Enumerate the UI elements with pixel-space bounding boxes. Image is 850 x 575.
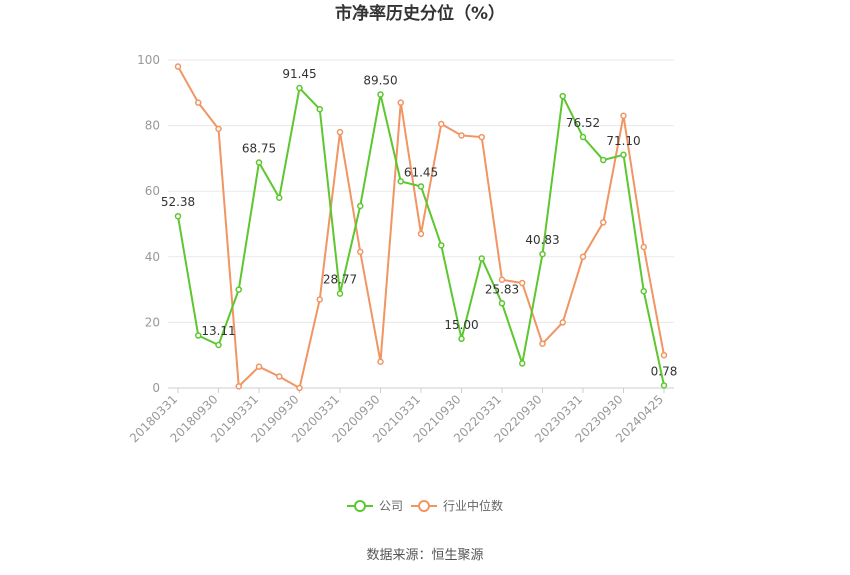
data-point[interactable] bbox=[377, 358, 384, 366]
y-axis: 0 20 40 60 80 100 bbox=[137, 53, 160, 395]
data-point[interactable] bbox=[235, 383, 242, 390]
data-label: 25.83 bbox=[485, 282, 519, 296]
data-point[interactable] bbox=[519, 279, 526, 287]
legend-marker-industry bbox=[418, 500, 430, 512]
data-point[interactable] bbox=[215, 341, 222, 349]
data-point[interactable] bbox=[174, 63, 182, 70]
data-point[interactable] bbox=[640, 287, 647, 295]
data-point[interactable] bbox=[478, 255, 485, 262]
data-point[interactable] bbox=[174, 212, 182, 220]
data-point[interactable] bbox=[377, 91, 384, 98]
data-point[interactable] bbox=[316, 296, 323, 303]
data-point[interactable] bbox=[357, 248, 364, 256]
data-labels: 52.38 13.11 68.75 91.45 28.77 89.50 61.45 15.00… bbox=[161, 67, 678, 378]
data-point[interactable] bbox=[438, 242, 445, 249]
data-point[interactable] bbox=[498, 300, 506, 307]
data-point[interactable] bbox=[579, 133, 587, 141]
data-point[interactable] bbox=[417, 230, 425, 238]
data-point[interactable] bbox=[336, 128, 344, 136]
legend-label-company: 公司 bbox=[379, 499, 403, 513]
data-label: 52.38 bbox=[161, 195, 195, 209]
data-point[interactable] bbox=[336, 290, 344, 297]
data-point[interactable] bbox=[276, 194, 283, 202]
x-axis: 2018033120180930201903312019093020200331… bbox=[127, 388, 666, 445]
data-point[interactable] bbox=[316, 105, 323, 113]
data-label: 76.52 bbox=[566, 116, 600, 130]
data-point[interactable] bbox=[255, 363, 263, 370]
data-point[interactable] bbox=[397, 99, 404, 106]
data-point[interactable] bbox=[215, 125, 222, 133]
data-label: 13.11 bbox=[201, 324, 235, 338]
y-tick-label: 0 bbox=[152, 381, 160, 395]
data-point[interactable] bbox=[458, 335, 465, 343]
data-point[interactable] bbox=[559, 319, 566, 326]
data-point[interactable] bbox=[276, 373, 283, 380]
data-point[interactable] bbox=[458, 132, 465, 139]
data-point[interactable] bbox=[579, 253, 587, 261]
data-label: 68.75 bbox=[242, 142, 276, 156]
legend-label-industry: 行业中位数 bbox=[443, 498, 503, 513]
data-point[interactable] bbox=[539, 340, 546, 347]
data-point[interactable] bbox=[600, 219, 607, 226]
legend-item-company[interactable]: 公司 bbox=[347, 499, 403, 513]
data-source: 数据来源：恒生聚源 bbox=[366, 548, 483, 563]
data-point[interactable] bbox=[255, 159, 263, 166]
y-tick-label: 80 bbox=[145, 119, 160, 133]
data-point[interactable] bbox=[600, 156, 607, 164]
data-point[interactable] bbox=[397, 178, 404, 185]
data-point[interactable] bbox=[660, 351, 668, 359]
data-label: 28.77 bbox=[323, 273, 357, 287]
data-point[interactable] bbox=[478, 133, 485, 141]
y-tick-label: 20 bbox=[145, 315, 160, 329]
grid bbox=[168, 59, 674, 323]
data-point[interactable] bbox=[235, 286, 242, 293]
data-point[interactable] bbox=[438, 120, 445, 128]
y-tick-label: 40 bbox=[145, 250, 160, 264]
data-point[interactable] bbox=[519, 360, 526, 367]
data-point[interactable] bbox=[660, 382, 668, 389]
series-line-1 bbox=[177, 66, 665, 389]
data-label: 15.00 bbox=[444, 318, 478, 332]
data-label: 91.45 bbox=[282, 67, 316, 81]
data-label: 61.45 bbox=[404, 165, 438, 179]
data-label: 71.10 bbox=[606, 134, 640, 148]
y-tick-label: 60 bbox=[145, 184, 160, 198]
data-point[interactable] bbox=[539, 250, 546, 258]
data-point[interactable] bbox=[296, 84, 303, 92]
series-layer bbox=[174, 63, 668, 392]
data-point[interactable] bbox=[195, 332, 202, 339]
legend-item-industry[interactable]: 行业中位数 bbox=[411, 498, 503, 513]
data-point[interactable] bbox=[640, 243, 647, 251]
data-point[interactable] bbox=[620, 151, 627, 159]
y-tick-label: 100 bbox=[137, 53, 160, 67]
legend[interactable]: 公司 行业中位数 bbox=[347, 498, 503, 513]
data-point[interactable] bbox=[195, 99, 202, 106]
data-label: 0.78 bbox=[651, 364, 678, 378]
data-point[interactable] bbox=[357, 202, 364, 210]
chart-title: 市净率历史分位（%） bbox=[335, 3, 505, 24]
data-point[interactable] bbox=[620, 112, 627, 120]
data-point[interactable] bbox=[498, 276, 506, 284]
legend-marker-company bbox=[354, 500, 366, 512]
data-label: 40.83 bbox=[525, 233, 559, 247]
data-label: 89.50 bbox=[363, 73, 397, 87]
data-point[interactable] bbox=[417, 183, 425, 190]
data-point[interactable] bbox=[296, 384, 303, 392]
data-point[interactable] bbox=[559, 92, 566, 100]
